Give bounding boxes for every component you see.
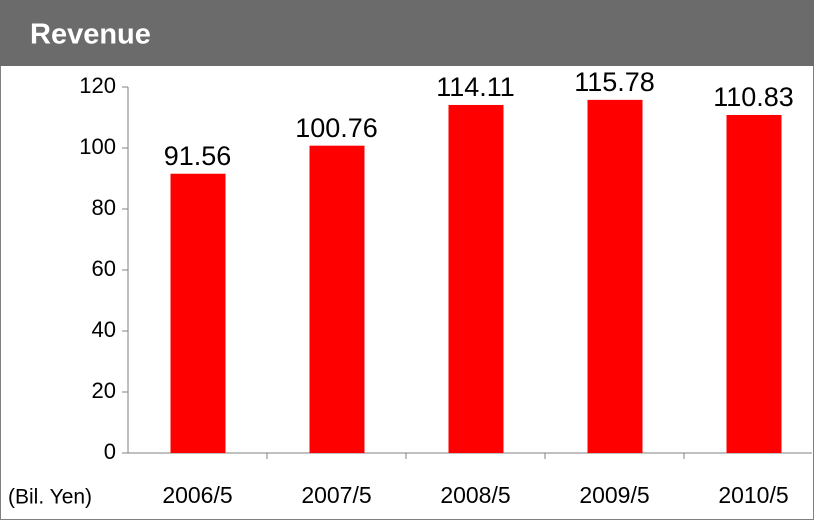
- bar: [448, 104, 504, 453]
- x-tick-label: 2009/5: [579, 482, 649, 508]
- y-tick-label: 20: [92, 378, 116, 403]
- y-tick-label: 120: [79, 73, 116, 98]
- y-tick-label: 80: [92, 195, 116, 220]
- y-tick-label: 60: [92, 256, 116, 281]
- bar: [587, 99, 643, 453]
- header-bar: [0, 0, 814, 66]
- x-tick-label: 2007/5: [301, 482, 371, 508]
- y-tick-label: 0: [104, 439, 116, 464]
- data-label: 110.83: [713, 82, 794, 112]
- y-tick-label: 40: [92, 317, 116, 342]
- bar: [726, 114, 782, 453]
- unit-label: (Bil. Yen): [8, 486, 92, 509]
- x-tick-label: 2008/5: [440, 482, 510, 508]
- data-label: 91.56: [164, 141, 232, 171]
- x-tick-label: 2006/5: [162, 482, 232, 508]
- bar: [309, 145, 365, 453]
- bar: [170, 173, 226, 453]
- chart-title: Revenue: [30, 19, 151, 51]
- data-label: 100.76: [295, 113, 378, 143]
- data-label: 115.78: [574, 67, 655, 97]
- x-tick-label: 2010/5: [718, 482, 788, 508]
- y-tick-label: 100: [79, 134, 116, 159]
- data-label: 114.11: [436, 72, 515, 102]
